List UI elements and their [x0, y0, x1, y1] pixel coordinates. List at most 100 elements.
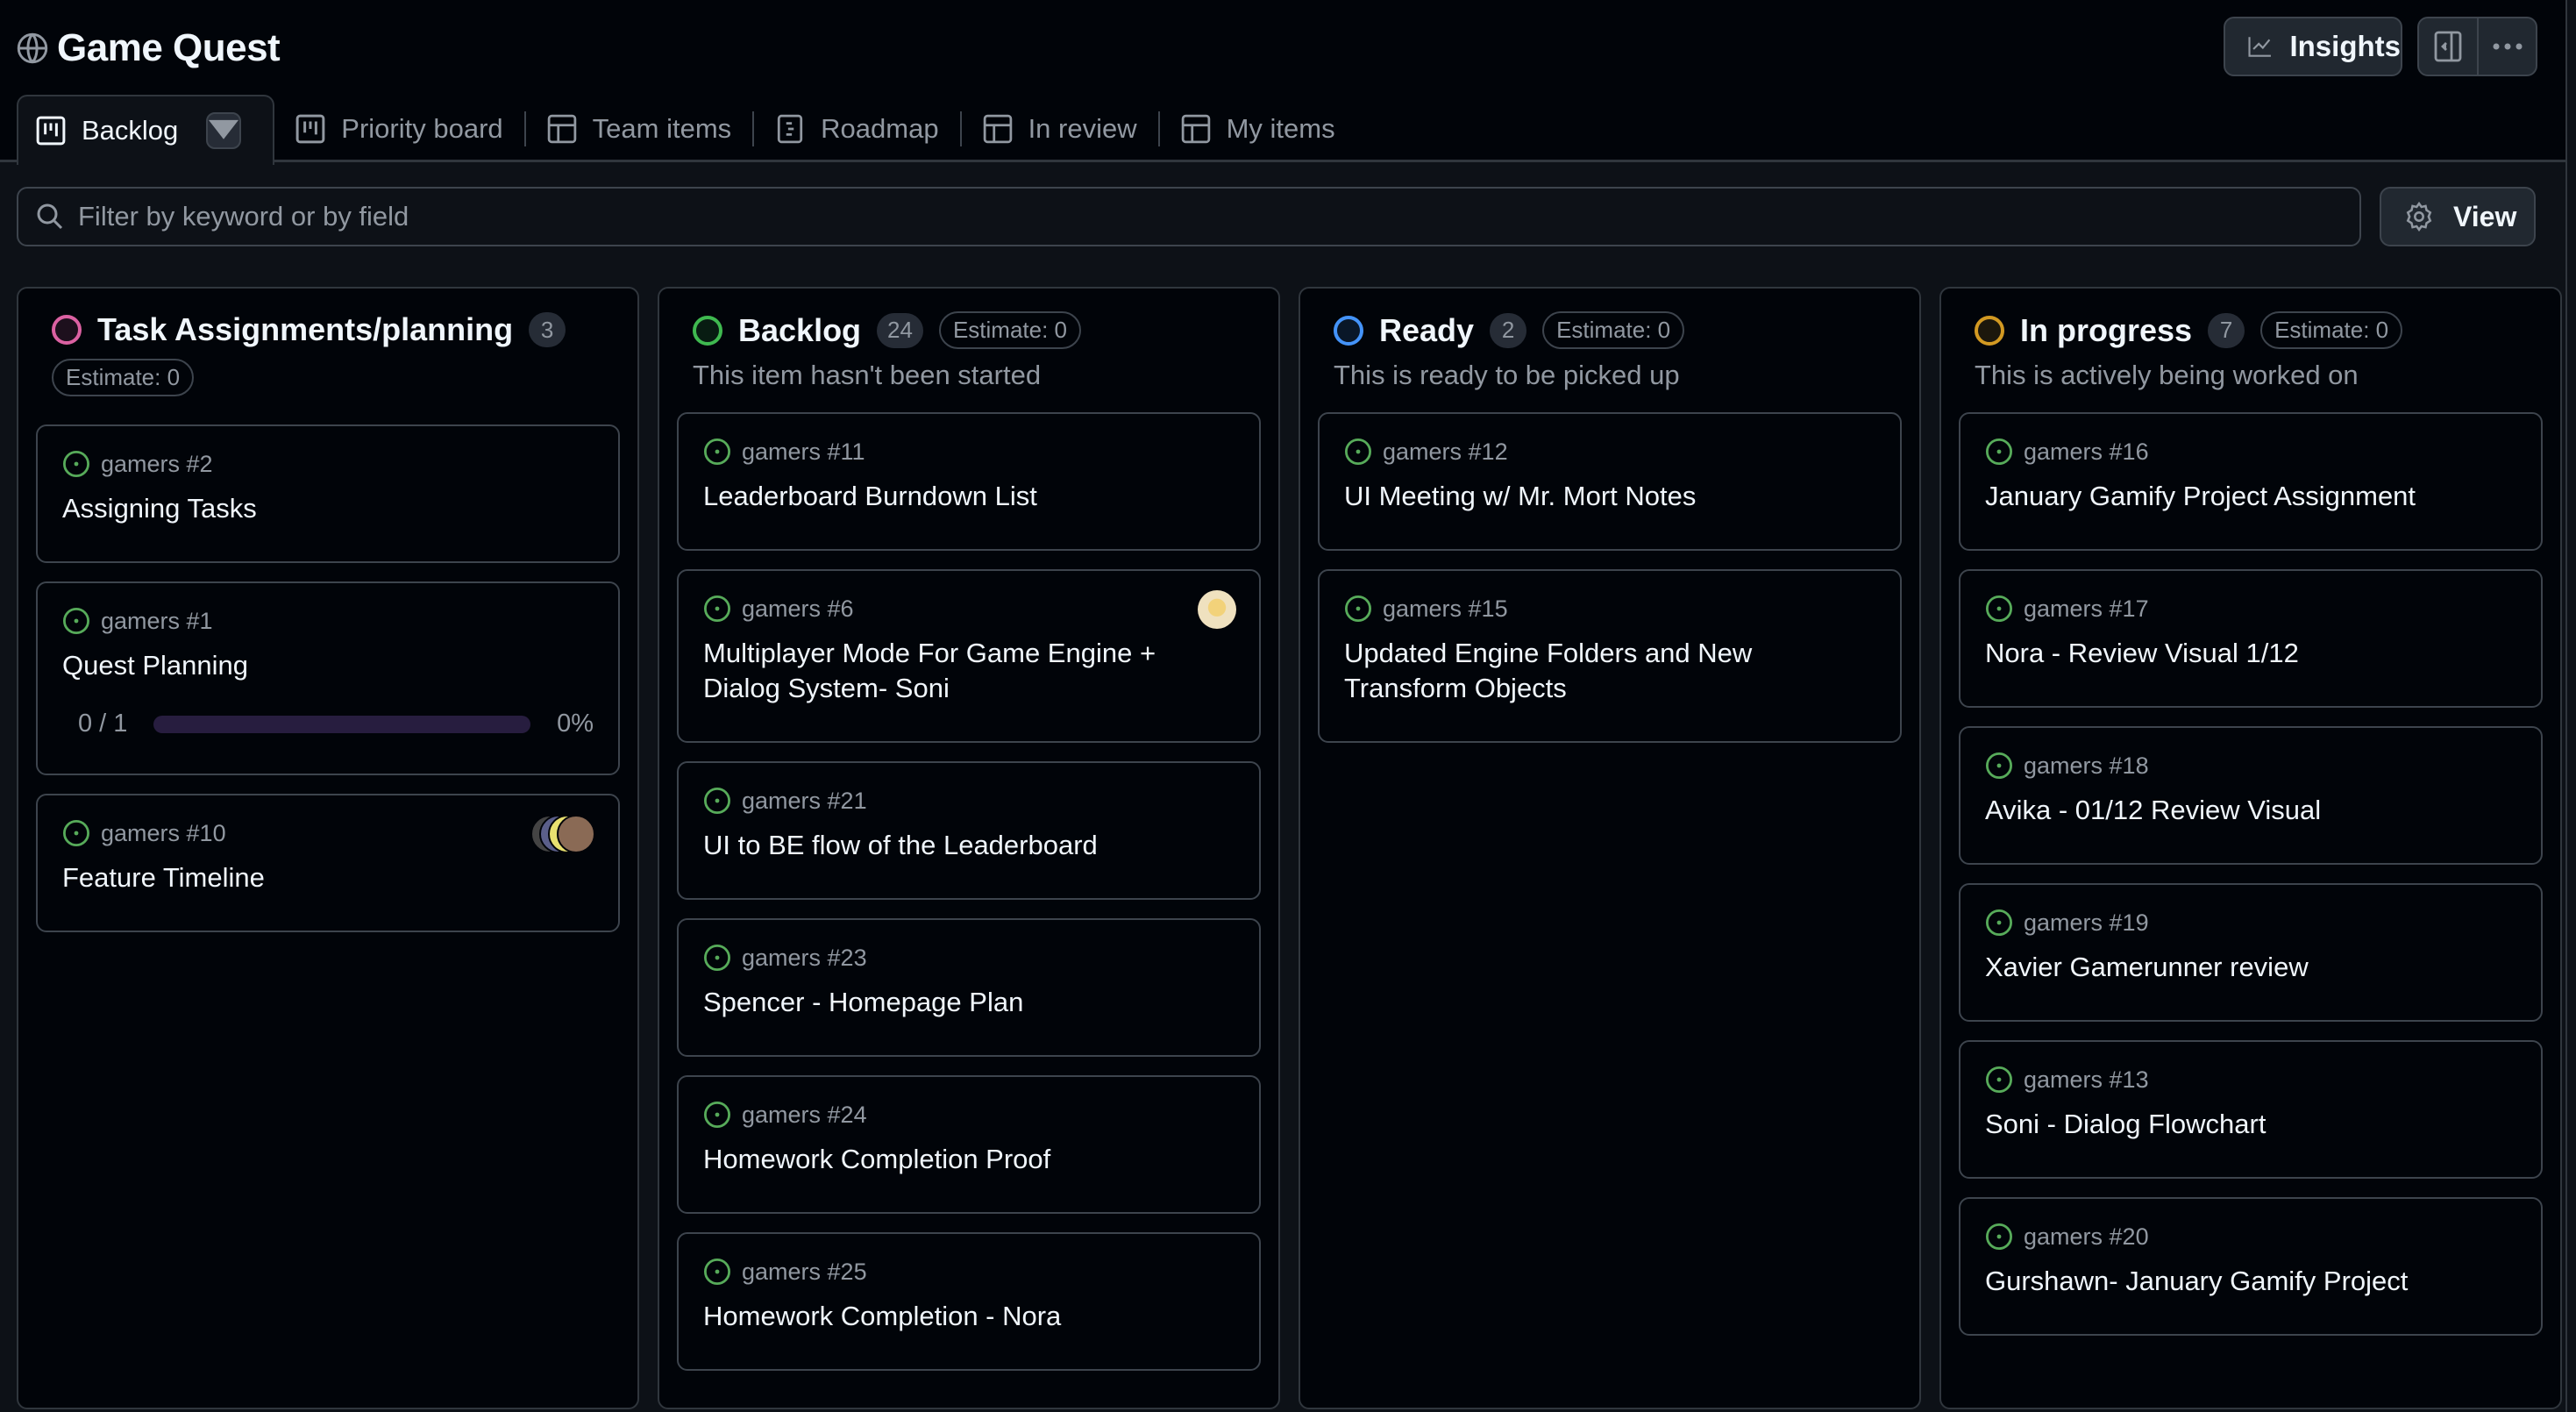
assignee-avatar-stack[interactable] [530, 815, 595, 853]
tab-label: In review [1028, 112, 1137, 144]
tab-team-items[interactable]: Team items [526, 95, 752, 162]
issue-title[interactable]: Leaderboard Burndown List [703, 481, 1037, 511]
tab-backlog[interactable]: Backlog [17, 95, 275, 165]
toggle-sidepanel-button[interactable] [2419, 18, 2477, 75]
filter-input[interactable] [78, 201, 2359, 232]
issue-card[interactable]: gamers #1 Quest Planning 0 / 1 0% [36, 581, 620, 775]
insights-button[interactable]: Insights [2224, 17, 2402, 76]
issue-title[interactable]: Nora - Review Visual 1/12 [1985, 638, 2299, 668]
issue-title[interactable]: Homework Completion - Nora [703, 1301, 1062, 1331]
tab-in-review[interactable]: In review [962, 95, 1158, 162]
item-count-badge: 7 [2208, 312, 2245, 348]
tab-label: Backlog [82, 115, 179, 146]
assignee-avatar [557, 815, 595, 853]
issue-card[interactable]: gamers #21 UI to BE flow of the Leaderboa… [677, 761, 1261, 900]
column-title-group: In progress 7 [1975, 312, 2245, 349]
item-count-badge: 3 [529, 312, 566, 347]
issue-title[interactable]: Updated Engine Folders and New Transform… [1344, 638, 1753, 703]
issue-title[interactable]: Avika - 01/12 Review Visual [1985, 795, 2322, 825]
progress-bar [153, 715, 531, 733]
issue-card[interactable]: gamers #25 Homework Completion - Nora [677, 1232, 1261, 1371]
open-issue-icon [703, 944, 731, 972]
view-options-dropdown[interactable] [206, 112, 242, 149]
column-description: This is actively being worked on [1975, 360, 2359, 390]
open-issue-icon [1985, 1223, 2013, 1251]
filter-bar[interactable] [17, 187, 2361, 246]
board-icon [295, 114, 325, 144]
column-header: Backlog 24 Estimate: 0 [677, 289, 1261, 349]
issue-card[interactable]: gamers #15 Updated Engine Folders and New… [1318, 569, 1902, 743]
issue-reference: gamers #6 [703, 594, 1235, 624]
card-list: gamers #16 January Gamify Project Assignm… [1959, 412, 2543, 1336]
column-task-assignments-planning: Task Assignments/planning 3 Estimate: 0 gam… [17, 287, 639, 1409]
page-scrollbar[interactable] [2565, 0, 2576, 1412]
issue-card[interactable]: gamers #6 Multiplayer Mode For Game Engin… [677, 569, 1261, 743]
issue-title[interactable]: Homework Completion Proof [703, 1144, 1051, 1174]
issue-title[interactable]: Gurshawn- January Gamify Project [1985, 1266, 2409, 1296]
item-count-badge: 2 [1490, 312, 1527, 348]
issue-card[interactable]: gamers #17 Nora - Review Visual 1/12 [1959, 569, 2543, 708]
view-tabs: Backlog Priority board Team items Roadmap In… [17, 95, 1356, 165]
issue-number: gamers #16 [2024, 438, 2149, 465]
project-title: Game Quest [17, 26, 281, 70]
column-title-group: Ready 2 [1334, 311, 1527, 349]
column-title: In progress [2020, 311, 2193, 348]
column-ready: Ready 2 Estimate: 0 This is ready to be pic… [1299, 287, 1921, 1409]
issue-card[interactable]: gamers #24 Homework Completion Proof [677, 1075, 1261, 1214]
issue-title[interactable]: Multiplayer Mode For Game Engine + Dialo… [703, 638, 1156, 703]
assignee-avatar[interactable] [1198, 590, 1236, 629]
tab-roadmap[interactable]: Roadmap [754, 95, 959, 162]
issue-title[interactable]: UI to BE flow of the Leaderboard [703, 830, 1098, 860]
issue-title[interactable]: Quest Planning [62, 650, 248, 681]
tab-divider [523, 111, 526, 146]
issue-card[interactable]: gamers #16 January Gamify Project Assignm… [1959, 412, 2543, 551]
issue-reference: gamers #20 [1985, 1222, 2516, 1252]
issue-title[interactable]: January Gamify Project Assignment [1985, 481, 2416, 511]
view-label: View [2453, 200, 2517, 232]
issue-title[interactable]: Soni - Dialog Flowchart [1985, 1109, 2266, 1139]
tab-priority-board[interactable]: Priority board [274, 95, 523, 162]
status-circle-icon [1975, 315, 2004, 346]
card-list: gamers #11 Leaderboard Burndown List gamer… [677, 412, 1261, 1371]
issue-title[interactable]: Feature Timeline [62, 862, 265, 893]
column-header: In progress 7 Estimate: 0 [1959, 289, 2543, 349]
column-title: Task Assignments/planning [97, 311, 514, 347]
issue-number: gamers #2 [101, 450, 213, 477]
sidebar-expand-icon [2434, 31, 2462, 62]
card-list: gamers #12 UI Meeting w/ Mr. Mort Notes ga… [1318, 412, 1902, 743]
table-icon [547, 114, 577, 144]
open-issue-icon [62, 607, 90, 635]
status-circle-icon [1334, 315, 1363, 346]
issue-reference: gamers #17 [1985, 594, 2516, 624]
issue-number: gamers #21 [742, 787, 867, 814]
issue-number: gamers #17 [2024, 595, 2149, 622]
issue-reference: gamers #25 [703, 1257, 1235, 1287]
issue-card[interactable]: gamers #23 Spencer - Homepage Plan [677, 918, 1261, 1057]
more-options-button[interactable] [2477, 18, 2536, 75]
view-options-button[interactable]: View [2380, 187, 2536, 246]
column-title: Backlog [738, 311, 862, 348]
issue-card[interactable]: gamers #13 Soni - Dialog Flowchart [1959, 1040, 2543, 1179]
insights-label: Insights [2289, 30, 2401, 62]
tab-divider [959, 111, 962, 146]
issue-card[interactable]: gamers #11 Leaderboard Burndown List [677, 412, 1261, 551]
issue-card[interactable]: gamers #10 Feature Timeline [36, 794, 620, 932]
open-issue-icon [703, 438, 731, 466]
issue-title[interactable]: Spencer - Homepage Plan [703, 987, 1024, 1017]
kebab-horizontal-icon [2493, 43, 2522, 50]
issue-card[interactable]: gamers #18 Avika - 01/12 Review Visual [1959, 726, 2543, 865]
issue-title[interactable]: Assigning Tasks [62, 493, 257, 524]
tab-my-items[interactable]: My items [1160, 95, 1356, 162]
issue-number: gamers #13 [2024, 1066, 2149, 1093]
issue-title[interactable]: UI Meeting w/ Mr. Mort Notes [1344, 481, 1697, 511]
issue-card[interactable]: gamers #20 Gurshawn- January Gamify Proje… [1959, 1197, 2543, 1336]
issue-reference: gamers #15 [1344, 594, 1875, 624]
project-header: Game Quest Insights Backlog Priority boar… [0, 0, 2576, 165]
issue-number: gamers #10 [101, 819, 226, 846]
issue-card[interactable]: gamers #19 Xavier Gamerunner review [1959, 883, 2543, 1022]
column-title: Ready [1379, 311, 1475, 348]
issue-title[interactable]: Xavier Gamerunner review [1985, 952, 2309, 982]
issue-card[interactable]: gamers #12 UI Meeting w/ Mr. Mort Notes [1318, 412, 1902, 551]
issue-card[interactable]: gamers #2 Assigning Tasks [36, 424, 620, 563]
issue-reference: gamers #16 [1985, 437, 2516, 467]
